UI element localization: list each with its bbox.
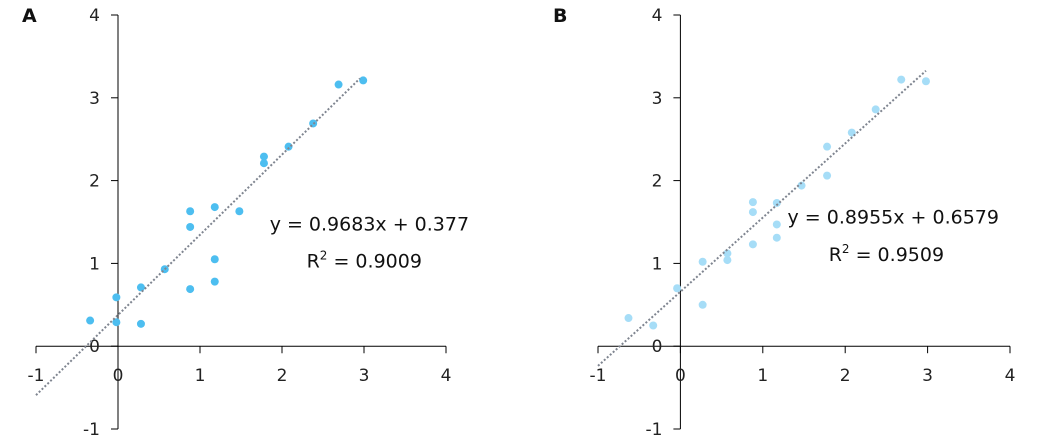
data-point [748, 208, 757, 217]
data-point [921, 77, 930, 86]
y-tick-label: 4 [89, 6, 100, 26]
r-superscript: 2 [842, 242, 850, 256]
data-point [897, 75, 906, 84]
data-point [359, 76, 368, 85]
x-tick-label: 0 [113, 366, 124, 386]
data-point [136, 319, 145, 328]
data-point [186, 285, 195, 294]
data-point [871, 105, 880, 114]
x-tick-label: 0 [675, 366, 686, 386]
r-symbol: R [307, 251, 320, 273]
r-superscript: 2 [320, 249, 328, 263]
r-squared-label: R2 = 0.9009 [307, 249, 422, 273]
data-point [698, 257, 707, 266]
data-point [210, 277, 219, 286]
data-point [698, 300, 707, 309]
trendline [597, 70, 927, 367]
x-tick-label: 3 [359, 366, 370, 386]
data-point [772, 233, 781, 242]
y-tick-label: 2 [652, 172, 663, 192]
panel-label: A [22, 5, 37, 27]
data-point [772, 220, 781, 229]
data-point [748, 240, 757, 249]
x-tick-label: 4 [441, 366, 452, 386]
data-point [649, 321, 658, 330]
x-tick-label: -1 [590, 366, 607, 386]
r-squared-value: = 0.9009 [327, 251, 421, 273]
r-squared-label: R2 = 0.9509 [829, 242, 944, 266]
x-tick-label: 1 [195, 366, 206, 386]
data-point [723, 256, 732, 265]
data-point [673, 284, 682, 293]
data-point [259, 152, 268, 161]
data-point [210, 203, 219, 212]
y-tick-label: 0 [652, 337, 663, 357]
x-tick-label: 4 [1005, 366, 1016, 386]
y-tick-label: 1 [652, 254, 663, 274]
data-point [823, 142, 832, 151]
data-point [823, 171, 832, 180]
x-tick-label: 1 [757, 366, 768, 386]
x-tick-label: 3 [922, 366, 933, 386]
data-point [748, 198, 757, 207]
trendline [35, 77, 361, 396]
x-tick-label: 2 [840, 366, 851, 386]
y-tick-label: -1 [645, 420, 662, 440]
x-tick-label: 2 [277, 366, 288, 386]
r-symbol: R [829, 244, 842, 266]
panel-label: B [553, 5, 567, 27]
x-tick-label: -1 [28, 366, 45, 386]
y-tick-label: 1 [89, 254, 100, 274]
y-tick-label: 0 [89, 337, 100, 357]
data-point [235, 207, 244, 216]
r-squared-value: = 0.9509 [850, 244, 944, 266]
y-tick-label: 3 [89, 89, 100, 109]
y-tick-label: 2 [89, 172, 100, 192]
trendline-equation: y = 0.8955x + 0.6579 [788, 207, 999, 229]
data-point [723, 249, 732, 258]
trendline-equation: y = 0.9683x + 0.377 [270, 213, 469, 235]
data-point [86, 316, 95, 325]
data-point [259, 159, 268, 168]
data-point [136, 283, 145, 292]
y-tick-label: -1 [83, 420, 100, 440]
data-point [112, 293, 121, 302]
data-point [210, 255, 219, 264]
data-point [186, 207, 195, 216]
y-tick-label: 3 [652, 89, 663, 109]
data-point [797, 181, 806, 190]
data-point [186, 222, 195, 231]
data-point [112, 318, 121, 327]
data-point [772, 198, 781, 207]
data-point [334, 80, 343, 89]
data-point [624, 314, 633, 323]
data-point [284, 142, 293, 151]
y-tick-label: 4 [652, 6, 663, 26]
